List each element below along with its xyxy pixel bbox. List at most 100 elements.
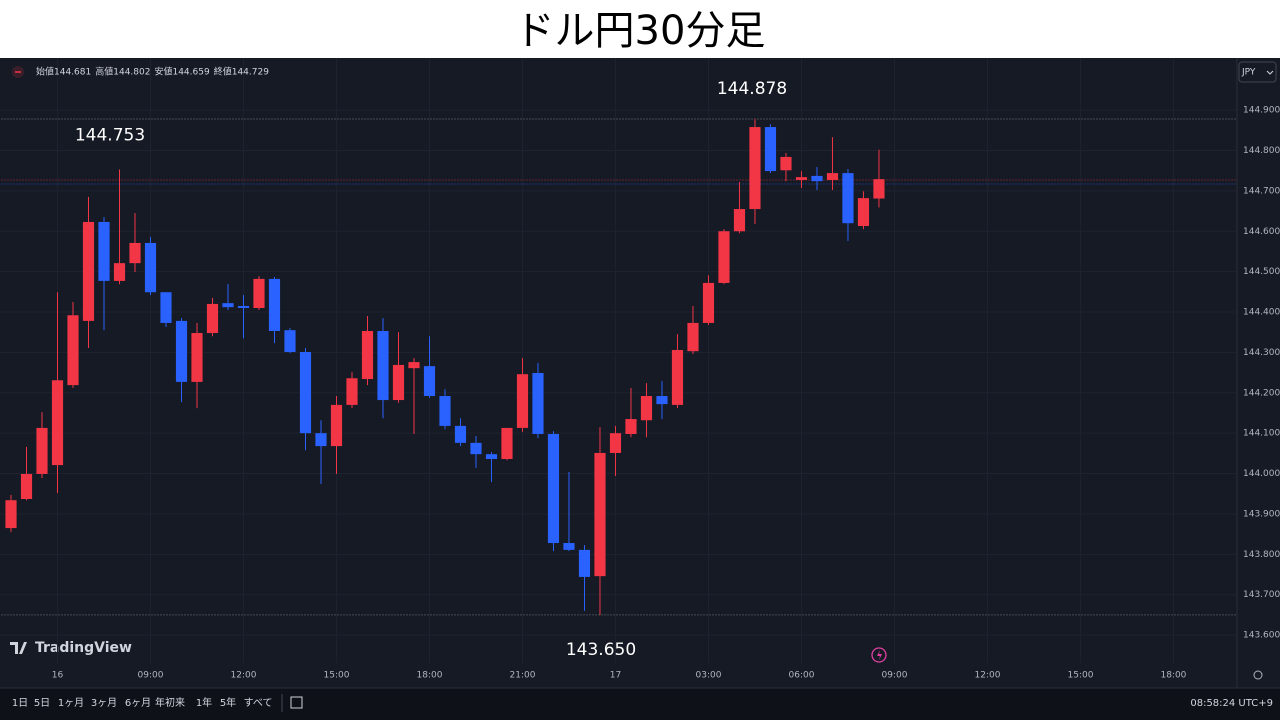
y-tick-label: 144.700 [1243,186,1280,196]
ohlc-label: 終値 [214,66,232,78]
candle-body [501,427,513,460]
x-tick-label: 12:00 [974,671,1000,681]
candle-body [702,282,715,323]
candle-body [144,242,157,293]
y-tick-label: 144.500 [1243,267,1280,277]
candle-body [98,221,110,281]
range-button[interactable]: 年初来 [155,696,185,709]
range-button[interactable]: 3ヶ月 [91,697,117,709]
candle-body [485,454,498,460]
candle-body [795,177,808,180]
marks-layer [5,118,885,615]
settings-icon[interactable] [1253,670,1263,680]
candle-body [516,374,529,428]
lightning-icon[interactable] [871,647,887,663]
ohlc-label: 高値 [95,66,113,78]
calendar-icon[interactable] [290,696,303,709]
x-tick-label: 17 [610,671,621,681]
currency-label: JPY [1241,68,1256,78]
range-button[interactable]: 6ヶ月 [125,697,151,709]
annotation-label: 143.650 [566,640,636,660]
y-tick-label: 143.600 [1243,631,1280,641]
bottom-toolbar [0,688,1280,720]
y-tick-label: 143.700 [1243,590,1280,600]
brand: TradingView [35,640,132,656]
candle-body [361,331,374,380]
page-title: ドル円30分足 [515,8,766,54]
candle-body [857,198,870,226]
annotation-label: 144.753 [75,125,145,145]
candle-body [330,404,343,447]
candle-body [160,292,172,323]
y-tick-label: 143.800 [1243,550,1280,560]
ohlc-label: 安値 [154,66,172,78]
candle-body [532,373,544,434]
x-tick-label: 09:00 [881,671,907,681]
candle-body [82,221,95,321]
x-tick-label: 15:00 [324,671,350,681]
range-button[interactable]: 5日 [34,698,50,709]
ohlc-label: 始値 [36,66,54,78]
candle-body [191,333,203,382]
x-tick-label: 03:00 [696,671,722,681]
candle-body [408,362,420,369]
candle-body [826,173,839,180]
y-tick-label: 144.000 [1243,469,1280,479]
x-tick-label: 15:00 [1067,671,1093,681]
candle-body [129,242,141,264]
y-tick-label: 143.900 [1243,509,1280,519]
candle-body [640,396,653,421]
y-tick-label: 144.200 [1243,388,1280,398]
lightning-mark [877,650,882,660]
candle-body [454,425,467,443]
y-tick-label: 144.600 [1243,227,1280,237]
range-button[interactable]: 5年 [220,696,236,709]
candle-body [20,473,33,499]
tradingview-logo[interactable]: TradingView [10,640,132,656]
candle-body [423,366,436,397]
candle-body [377,331,389,401]
candle-body [346,378,358,405]
x-tick-label: 06:00 [789,671,815,681]
x-tick-label: 21:00 [510,671,536,681]
range-button[interactable]: すべて [244,697,273,709]
candle-body [315,433,327,447]
candle-body [51,380,64,466]
x-tick-label: 18:00 [417,671,443,681]
candle-body [609,433,622,453]
range-button[interactable]: 1日 [12,698,28,709]
y-tick-label: 144.400 [1243,308,1280,318]
candle-body [687,322,699,352]
range-button[interactable]: 1ヶ月 [58,697,84,709]
candle-body [36,427,48,474]
ohlc-value: 144.729 [232,68,269,78]
candle-body [113,263,126,281]
title-band [0,0,1280,58]
dropdown-arrow [1266,70,1274,75]
candle-body [547,433,560,544]
candle-body [625,419,637,434]
x-tick-label: 16 [52,671,64,681]
candle-body [284,330,296,352]
x-tick-label: 18:00 [1160,671,1186,681]
candle-body [578,549,591,577]
y-tick-label: 144.100 [1243,429,1280,439]
ohlc-value: 144.802 [113,68,150,78]
candle-body [5,500,17,529]
x-tick-label: 12:00 [231,671,257,681]
range-button[interactable]: 1年 [196,696,212,709]
y-tick-label: 144.300 [1243,348,1280,358]
candle-body [718,231,730,283]
chart-area [0,58,1280,720]
candle-body [671,349,684,405]
ohlc-value: 144.659 [172,68,209,78]
y-tick-label: 144.800 [1243,146,1280,156]
annotation-label: 144.878 [717,79,787,99]
candle-body [656,396,668,405]
x-tick-label: 09:00 [138,671,164,681]
candle-body [594,452,606,577]
text-layer: 144.900 144.800 144.700 144.600 144.500 144.4… [12,66,1280,710]
currency-dropdown[interactable] [1238,61,1277,83]
